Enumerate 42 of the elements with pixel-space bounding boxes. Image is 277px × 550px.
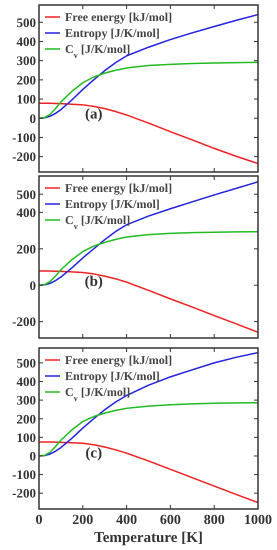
legend-label: Free energy [kJ/mol] xyxy=(65,181,172,196)
legend-label: Entropy [J/K/mol] xyxy=(65,26,160,40)
annotation: (b) xyxy=(84,274,103,290)
y-tick-label: -200 xyxy=(12,314,36,330)
y-tick-label: 500 xyxy=(16,14,36,30)
y-tick-label: 100 xyxy=(16,430,36,445)
y-tick-label: -100 xyxy=(12,467,36,482)
y-tick-label: 400 xyxy=(16,34,36,50)
legend-label: C$_{v}$ [J/K/mol] xyxy=(65,42,130,60)
y-tick-label: -200 xyxy=(12,486,36,501)
y-tick-label: 400 xyxy=(16,204,36,220)
legend-label: C$_{v}$ [J/K/mol] xyxy=(65,385,130,403)
y-tick-label: 200 xyxy=(16,411,36,426)
y-tick-label: 0 xyxy=(30,278,36,293)
legend-label: Entropy [J/K/mol] xyxy=(65,369,160,384)
y-tick-label: 500 xyxy=(16,186,36,202)
annotation: (c) xyxy=(85,445,102,462)
y-tick-label: 0 xyxy=(30,110,36,126)
x-tick-label: 400 xyxy=(116,513,138,528)
y-tick-label: 300 xyxy=(16,392,36,408)
y-tick-label: -200 xyxy=(12,149,36,164)
y-tick-label: 500 xyxy=(16,355,36,370)
x-axis-title: Temperature [K] xyxy=(94,530,203,546)
y-tick-label: 200 xyxy=(16,72,36,88)
line-series xyxy=(39,270,258,333)
legend-label: C$_{v}$ [J/K/mol] xyxy=(65,213,130,231)
x-tick-label: 800 xyxy=(204,513,225,528)
y-tick-label: 0 xyxy=(30,448,36,464)
legend-label: Entropy [J/K/mol] xyxy=(65,197,160,212)
x-tick-label: 600 xyxy=(160,513,181,528)
y-tick-label: 400 xyxy=(16,374,36,390)
line-series xyxy=(39,441,258,504)
legend-label: Free energy [kJ/mol] xyxy=(65,10,172,24)
y-tick-label: 300 xyxy=(16,53,36,68)
y-tick-label: 200 xyxy=(16,241,36,256)
y-tick-label: -100 xyxy=(12,130,36,145)
x-tick-label: 1000 xyxy=(244,513,272,528)
y-tick-label: 100 xyxy=(16,92,36,107)
annotation: (a) xyxy=(85,106,102,123)
legend-label: Free energy [kJ/mol] xyxy=(65,353,172,368)
x-tick-label: 200 xyxy=(72,513,94,528)
line-series xyxy=(39,102,258,164)
